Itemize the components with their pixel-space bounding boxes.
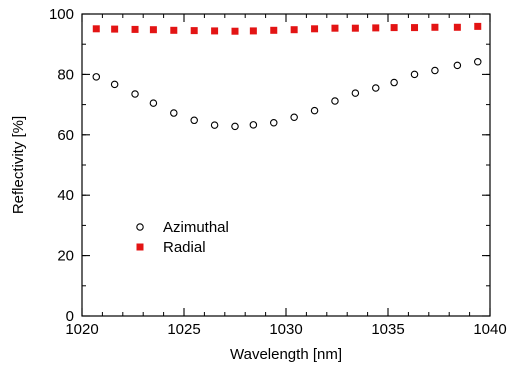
azimuthal-point: [210, 121, 219, 129]
radial-point: [390, 24, 398, 32]
azimuthal-point: [390, 78, 398, 87]
radial-point: [411, 24, 419, 32]
legend-radial-marker: [136, 243, 144, 251]
x-axis-title: Wavelength [nm]: [230, 346, 342, 363]
radial-point: [249, 27, 257, 35]
radial-point: [372, 24, 380, 32]
plot-area: [92, 22, 482, 131]
azimuthal-point: [131, 90, 139, 98]
azimuthal-point: [190, 116, 198, 125]
x-tick-label: 1030: [269, 321, 302, 338]
x-tick-label: 1035: [371, 321, 404, 338]
azimuthal-point: [410, 70, 419, 79]
azimuthal-point: [249, 121, 258, 129]
y-tick-label: 100: [49, 6, 74, 23]
radial-point: [474, 22, 482, 30]
y-tick-label: 40: [57, 187, 74, 204]
radial-point: [351, 24, 359, 32]
azimuthal-point: [431, 66, 439, 75]
radial-point: [270, 26, 278, 34]
azimuthal-point: [310, 106, 319, 115]
x-tick-label: 1040: [473, 321, 506, 338]
radial-point: [331, 24, 339, 32]
radial-point: [431, 23, 439, 31]
axis-ticks: 1020 1025 1030 1035 1040 0 20 40 60 80 100: [49, 6, 507, 338]
azimuthal-point: [92, 73, 101, 81]
y-axis-title: Reflectivity [%]: [10, 116, 27, 214]
radial-point: [131, 25, 139, 33]
radial-point: [170, 26, 178, 34]
radial-point: [231, 27, 239, 35]
radial-point: [92, 25, 100, 33]
azimuthal-point: [290, 113, 298, 122]
y-tick-label: 20: [57, 248, 74, 265]
azimuthal-point: [453, 61, 462, 70]
y-tick-label: 0: [66, 308, 74, 325]
radial-point: [211, 27, 219, 35]
azimuthal-point: [231, 122, 239, 131]
radial-point: [453, 23, 461, 31]
x-tick-label: 1020: [65, 321, 98, 338]
azimuthal-point: [110, 80, 119, 89]
series-azimuthal: [92, 57, 482, 131]
legend-radial-label: Radial: [163, 239, 206, 256]
legend: Azimuthal Radial: [136, 219, 229, 256]
azimuthal-point: [270, 118, 278, 127]
azimuthal-point: [474, 57, 482, 66]
azimuthal-point: [170, 109, 178, 117]
series-radial: [92, 22, 482, 35]
radial-point: [149, 26, 157, 34]
y-tick-label: 60: [57, 127, 74, 144]
y-tick-label: 80: [57, 66, 74, 83]
radial-point: [111, 25, 119, 33]
azimuthal-point: [331, 97, 339, 105]
azimuthal-point: [149, 99, 158, 107]
radial-point: [190, 27, 198, 35]
azimuthal-point: [351, 89, 360, 97]
plot-frame: [81, 13, 491, 317]
legend-azimuthal-marker: [136, 223, 144, 231]
x-tick-label: 1025: [167, 321, 200, 338]
azimuthal-point: [372, 84, 380, 92]
radial-point: [290, 26, 298, 34]
legend-azimuthal-label: Azimuthal: [163, 219, 229, 236]
radial-point: [311, 25, 319, 33]
